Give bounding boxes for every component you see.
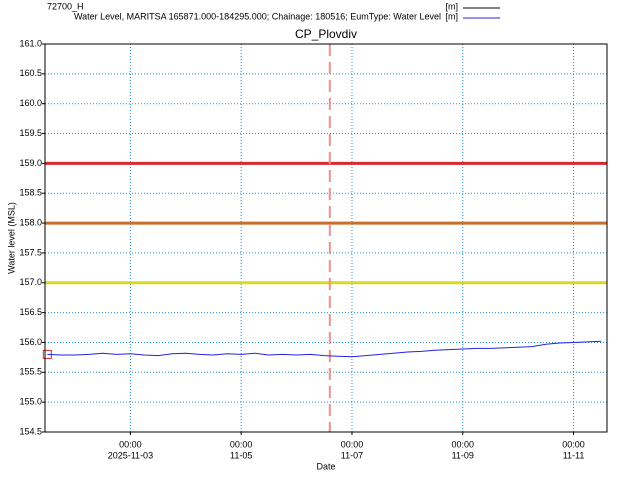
chart-title: CP_Plovdiv	[295, 27, 357, 41]
x-tick-label: 00:00	[451, 439, 474, 449]
series-line	[47, 340, 602, 358]
y-tick-label: 157.5	[19, 247, 42, 257]
x-tick-label: 11-05	[230, 450, 252, 460]
x-tick-label: 11-07	[341, 450, 363, 460]
y-tick-label: 155.5	[19, 367, 42, 377]
x-tick-label: 11-11	[563, 450, 585, 460]
y-tick-label: 156.0	[19, 337, 42, 347]
y-tick-label: 160.0	[19, 98, 42, 108]
y-tick-label: 154.5	[19, 426, 42, 436]
legend-unit: [m]	[446, 1, 459, 11]
plot-frame	[44, 43, 608, 433]
x-tick-label: 00:00	[341, 439, 364, 449]
x-tick-label: 2025-11-03	[108, 450, 153, 460]
y-tick-label: 157.0	[19, 277, 42, 287]
x-tick-label: 00:00	[230, 439, 253, 449]
y-tick-label: 159.5	[19, 128, 42, 138]
x-axis-label: Date	[316, 461, 335, 471]
y-tick-label: 155.0	[19, 397, 42, 407]
y-tick-label: 161.0	[19, 38, 42, 48]
x-tick-label: 11-09	[452, 450, 474, 460]
y-tick-label: 160.5	[19, 68, 42, 78]
y-tick-label: 158.5	[19, 188, 42, 198]
legend-label: Water Level, MARITSA 165871.000-184295.0…	[74, 11, 441, 21]
y-tick-label: 156.5	[19, 307, 42, 317]
y-tick-label: 158.0	[19, 217, 42, 227]
y-tick-label: 159.0	[19, 158, 42, 168]
legend-unit: [m]	[446, 11, 459, 21]
x-tick-label: 00:00	[119, 439, 142, 449]
x-tick-label: 00:00	[562, 439, 585, 449]
legend-label: 72700_H	[47, 1, 84, 11]
y-axis-label: Water level (MSL)	[6, 202, 16, 274]
